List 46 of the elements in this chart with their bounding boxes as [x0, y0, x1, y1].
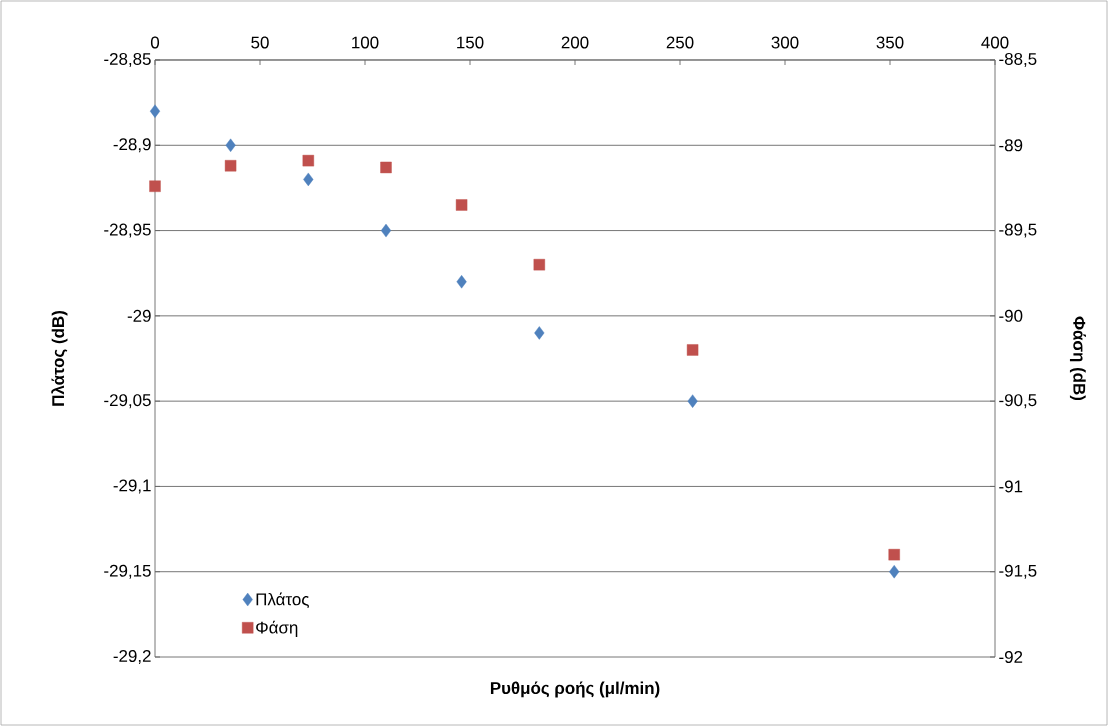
- point: [534, 326, 545, 340]
- x-tick-label: 0: [150, 36, 160, 49]
- point: [686, 344, 699, 356]
- x-tick-label: 50: [251, 36, 269, 49]
- point: [224, 160, 237, 172]
- x-tick-label: 400: [981, 36, 1009, 49]
- y2-axis-title: Φάση (dB): [1069, 316, 1086, 401]
- x-tick-label: 350: [876, 36, 904, 49]
- point: [380, 161, 392, 174]
- point: [380, 223, 392, 238]
- point: [455, 199, 468, 211]
- y-tick-label: -29,15: [104, 564, 151, 579]
- point: [225, 138, 236, 152]
- y-tick-label: -29,1: [113, 479, 151, 494]
- y-tick-label: -29: [127, 309, 151, 322]
- y2-tick-label: -88,5: [999, 53, 1037, 67]
- y-axis-title: Πλάτος (dB): [51, 311, 68, 406]
- y-tick-label: -28,95: [104, 223, 151, 238]
- y2-tick-label: -89: [999, 139, 1023, 152]
- legend-label: Φάση: [256, 620, 298, 637]
- x-tick-label: 250: [666, 36, 694, 49]
- point: [303, 172, 314, 187]
- point: [888, 548, 900, 561]
- point: [149, 180, 161, 192]
- point: [302, 154, 314, 167]
- point: [889, 565, 900, 579]
- y2-tick-label: -91: [999, 480, 1023, 493]
- legend-label: Πλάτος: [256, 592, 309, 609]
- y-tick-label: -29,2: [113, 650, 151, 664]
- x-tick-label: 200: [561, 36, 589, 49]
- x-tick-label: 100: [352, 36, 379, 49]
- x-tick-label: 150: [457, 36, 484, 49]
- y2-tick-label: -90,5: [999, 394, 1037, 409]
- point: [687, 394, 698, 408]
- y-tick-label: -29,05: [104, 394, 151, 409]
- point: [456, 275, 467, 289]
- y-tick-label: -28,85: [104, 53, 151, 67]
- y2-tick-label: -91,5: [999, 564, 1037, 579]
- point: [533, 258, 545, 271]
- y2-tick-label: -90: [999, 309, 1023, 322]
- x-axis-title: Ρυθμός ροής (μl/min): [490, 681, 660, 698]
- y2-tick-label: -89,5: [999, 223, 1037, 238]
- y-tick-label: -28,9: [113, 138, 151, 153]
- x-tick-label: 300: [771, 36, 799, 49]
- y2-tick-label: -92: [999, 651, 1023, 663]
- point: [149, 104, 161, 118]
